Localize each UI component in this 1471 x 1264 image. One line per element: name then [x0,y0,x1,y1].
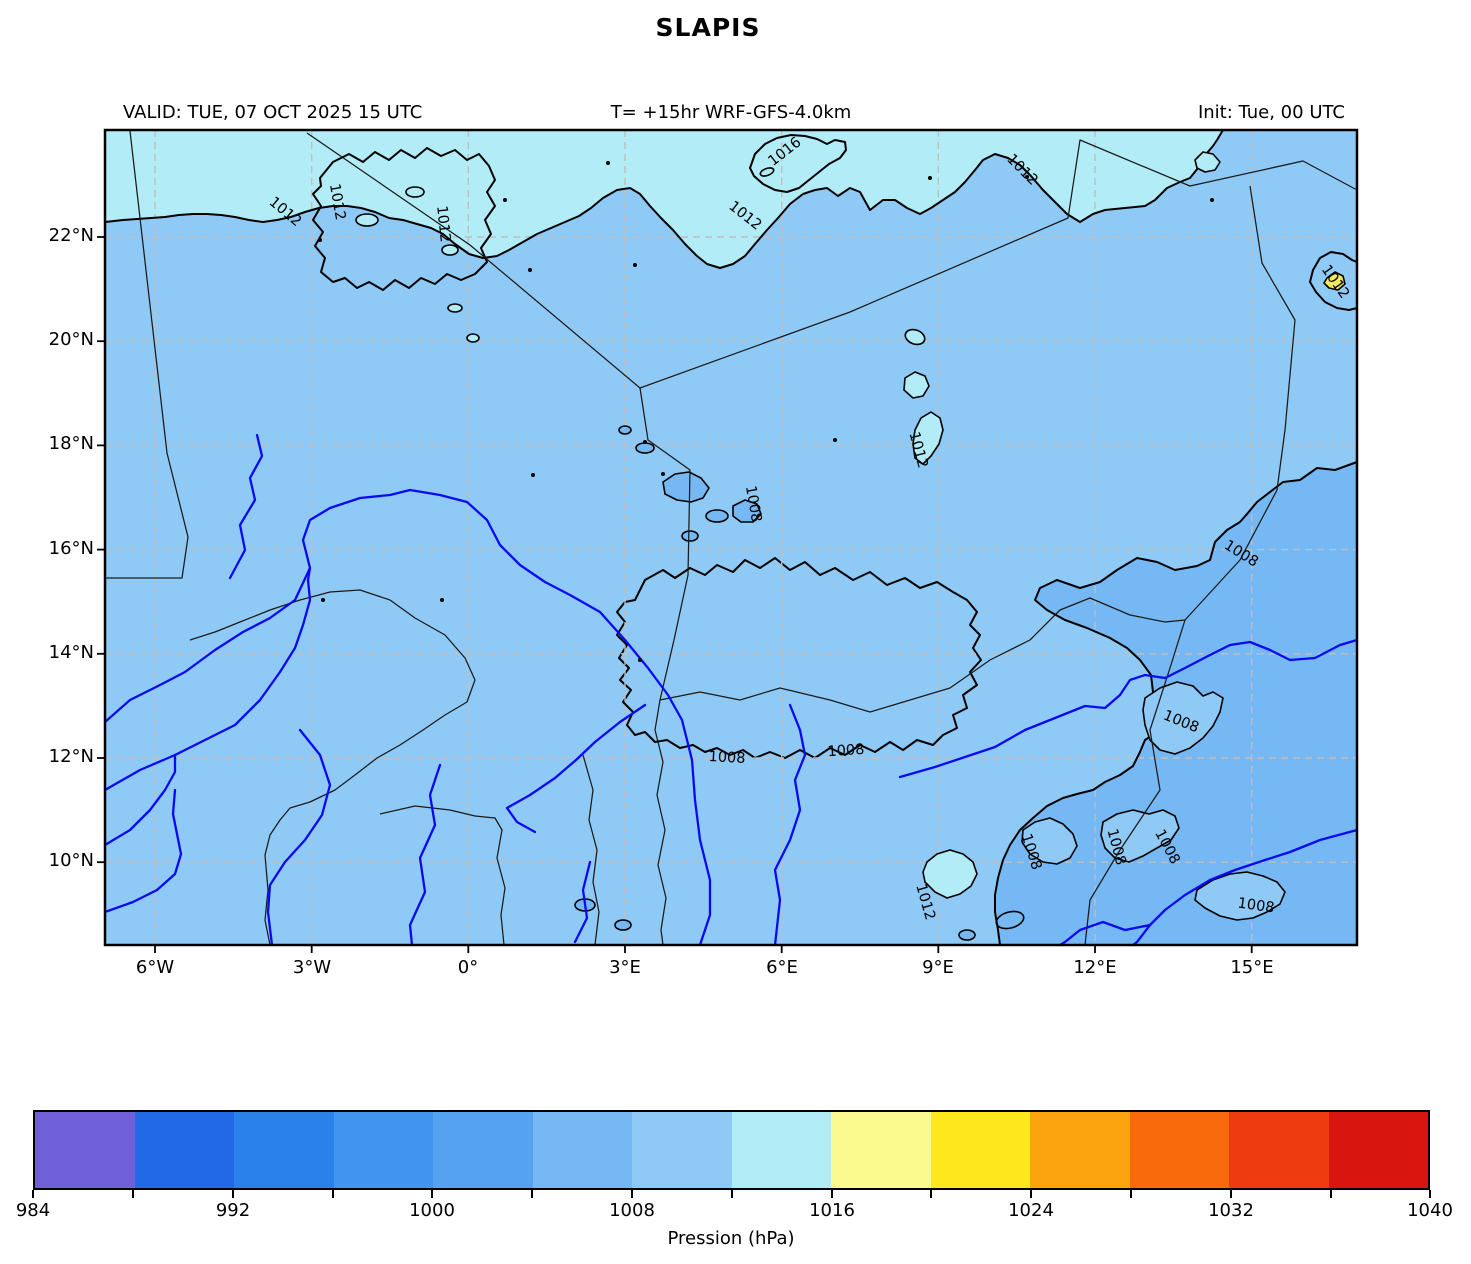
x-tick-6e: 6°E [766,957,798,978]
colorbar-segment [1328,1112,1428,1188]
colorbar-tick [232,1190,234,1198]
colorbar-segment [532,1112,632,1188]
contour-1008-islands [922,681,1286,921]
pressure-colorbar [33,1110,1430,1190]
pressure-region-1012-1016-north [105,130,1223,268]
colorbar-segment [831,1112,931,1188]
y-tick-14n: 14°N [48,642,94,663]
contour-label: 1008 [708,749,746,767]
page-title: SLAPIS [655,13,761,42]
x-tick-0: 0° [457,957,479,978]
colorbar-label-992: 992 [215,1200,251,1221]
init-time-label: Init: Tue, 00 UTC [1197,102,1345,123]
colorbar-segment [1129,1112,1229,1188]
colorbar-tick [132,1190,134,1198]
colorbar-label-1008: 1008 [609,1200,655,1221]
colorbar-segment [632,1112,732,1188]
colorbar-tick [32,1190,34,1198]
pressure-map: 1012 1012 1012 1012 1016 1012 1012 1012 … [97,128,1359,953]
contour-1012-pocket [312,147,496,343]
colorbar-tick [1330,1190,1332,1198]
colorbar-tick [1230,1190,1232,1198]
colorbar-tick [930,1190,932,1198]
colorbar-label-1040: 1040 [1407,1200,1453,1221]
model-run-label: T= +15hr WRF-GFS-4.0km [610,102,852,123]
contour-1008-east [994,461,1358,946]
colorbar-tick [332,1190,334,1198]
contour-label: 1012 [433,205,453,243]
colorbar-tick [1030,1190,1032,1198]
x-tick-15e: 15°E [1230,957,1274,978]
contour-label: 1008 [1237,896,1276,917]
colorbar-segment [1030,1112,1130,1188]
colorbar-label-1016: 1016 [809,1200,855,1221]
grid-lines [105,130,1357,945]
colorbar-tick [431,1190,433,1198]
y-tick-10n: 10°N [48,850,94,871]
contour-1012-patches [903,328,944,465]
y-tick-20n: 20°N [48,329,94,350]
colorbar-tick [1130,1190,1132,1198]
colorbar-tick [531,1190,533,1198]
colorbar-tick [631,1190,633,1198]
contour-specks [318,161,1214,662]
x-tick-3e: 3°E [609,957,641,978]
y-tick-18n: 18°N [48,433,94,454]
colorbar-label-984: 984 [15,1200,51,1221]
colorbar-segment [35,1112,135,1188]
x-tick-6w: 6°W [135,957,175,978]
colorbar-label-1000: 1000 [409,1200,455,1221]
contour-label: 1012 [326,182,348,221]
colorbar-tick [731,1190,733,1198]
map-canvas: 1012 1012 1012 1012 1016 1012 1012 1012 … [97,128,1359,953]
colorbar-label-1024: 1024 [1008,1200,1054,1221]
colorbar-segment [134,1112,234,1188]
colorbar-title: Pression (hPa) [667,1228,795,1249]
y-tick-16n: 16°N [48,538,94,559]
colorbar-segment [333,1112,433,1188]
colorbar-segment [433,1112,533,1188]
axis-ticks [97,236,1253,953]
rivers [103,433,1359,947]
contour-islet-ne [1194,151,1221,173]
colorbar-tick [1429,1190,1431,1198]
y-tick-22n: 22°N [48,225,94,246]
map-frame [103,128,1359,947]
x-tick-3w: 3°W [292,957,332,978]
colorbar-segment [1229,1112,1329,1188]
contour-label: 1008 [742,484,764,523]
colorbar-segment [731,1112,831,1188]
colorbar-label-1032: 1032 [1208,1200,1254,1221]
colorbar-tick [831,1190,833,1198]
y-tick-12n: 12°N [48,746,94,767]
contour-1016-high [749,134,847,193]
colorbar-segment [930,1112,1030,1188]
x-tick-12e: 12°E [1073,957,1117,978]
contour-label: 1008 [827,742,865,761]
colorbar-segment [234,1112,334,1188]
pressure-region-1004-1008-central [616,557,982,759]
x-tick-9e: 9°E [922,957,954,978]
valid-time-label: VALID: TUE, 07 OCT 2025 15 UTC [123,102,423,123]
